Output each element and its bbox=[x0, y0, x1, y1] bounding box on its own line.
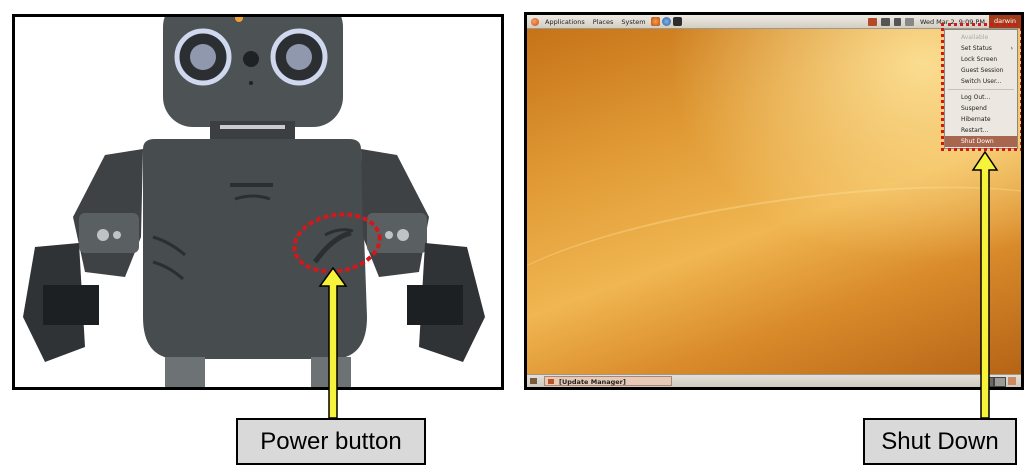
menu-separator bbox=[948, 89, 1014, 90]
menu-system[interactable]: System bbox=[621, 17, 646, 26]
trash-icon[interactable] bbox=[1008, 377, 1016, 385]
menu-item-restart[interactable]: Restart... bbox=[961, 127, 989, 134]
menu-applications[interactable]: Applications bbox=[545, 17, 585, 26]
volume-icon[interactable] bbox=[880, 17, 890, 26]
menu-item-available: Available bbox=[961, 34, 989, 41]
shut-down-arrow bbox=[971, 150, 999, 419]
clock[interactable]: Wed Mar 2, 9:09 PM bbox=[919, 17, 985, 26]
robot-photo bbox=[12, 14, 504, 390]
power-button-label: Power button bbox=[236, 418, 426, 465]
menu-places[interactable]: Places bbox=[592, 17, 614, 26]
power-button-highlight bbox=[292, 212, 382, 274]
menu-item-suspend[interactable]: Suspend bbox=[961, 105, 987, 112]
taskbar-window-label: [Update Manager] bbox=[559, 378, 626, 386]
signal-icon[interactable] bbox=[893, 17, 901, 26]
menu-item-hibernate[interactable]: Hibernate bbox=[961, 116, 991, 123]
firefox-icon[interactable] bbox=[650, 17, 660, 26]
chevron-right-icon: › bbox=[1010, 45, 1013, 52]
power-button-arrow bbox=[318, 266, 348, 419]
menu-item-set-status[interactable]: Set Status › bbox=[945, 43, 1017, 54]
menu-item-label: Set Status bbox=[961, 45, 992, 52]
shut-down-label: Shut Down bbox=[863, 418, 1017, 465]
bottom-panel: [Update Manager] bbox=[527, 374, 1021, 387]
menu-item-lock-screen[interactable]: Lock Screen bbox=[961, 56, 998, 63]
top-panel: Applications Places System Wed Mar 2, 9:… bbox=[527, 15, 1021, 29]
desktop-screenshot: Applications Places System Wed Mar 2, 9:… bbox=[524, 12, 1024, 390]
robot-camera bbox=[243, 51, 259, 67]
terminal-icon[interactable] bbox=[672, 17, 682, 26]
shut-down-highlight bbox=[941, 23, 1021, 151]
taskbar-window-update-manager[interactable]: [Update Manager] bbox=[544, 376, 672, 386]
show-desktop-icon[interactable] bbox=[530, 378, 537, 384]
mail-icon[interactable] bbox=[904, 17, 914, 26]
update-manager-icon bbox=[548, 379, 554, 384]
network-icon[interactable] bbox=[867, 17, 877, 26]
session-menu: Available Set Status › Lock Screen Guest… bbox=[944, 29, 1018, 149]
menu-item-shut-down[interactable]: Shut Down bbox=[945, 136, 1017, 147]
workspace-2[interactable] bbox=[994, 377, 1006, 387]
robot-power-button bbox=[312, 230, 352, 264]
robot-illustration bbox=[23, 17, 485, 387]
help-icon[interactable] bbox=[661, 17, 671, 26]
ubuntu-logo-icon bbox=[531, 17, 539, 26]
menu-item-guest-session[interactable]: Guest Session bbox=[961, 67, 1004, 74]
menu-item-log-out[interactable]: Log Out... bbox=[961, 94, 991, 101]
menu-item-switch-user[interactable]: Switch User... bbox=[961, 78, 1002, 85]
robot-torso bbox=[143, 139, 367, 359]
desktop-wallpaper bbox=[527, 29, 1021, 374]
